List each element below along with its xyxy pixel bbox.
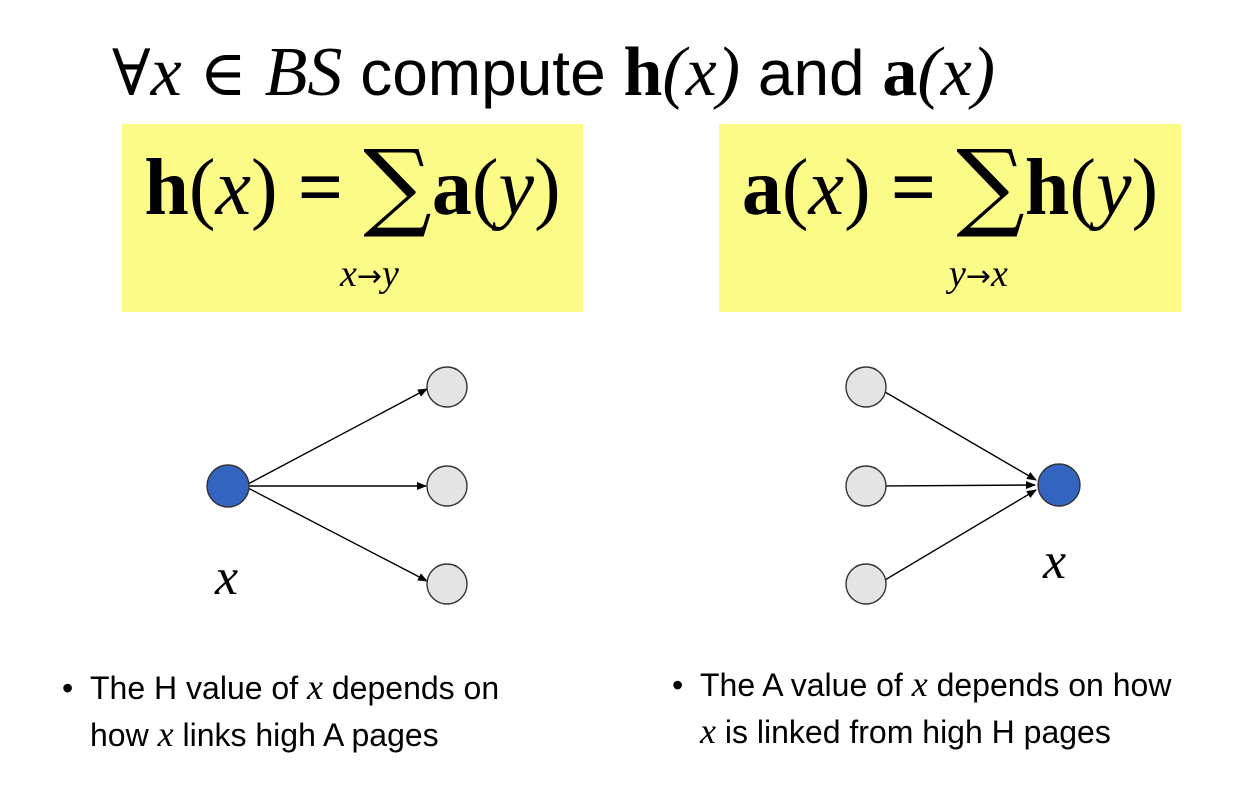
title-h: h (623, 34, 663, 111)
hub-sub-arrow: → (356, 259, 383, 294)
hub-bullet-x-1: x (307, 667, 323, 707)
authority-formula: a(x) = ∑h(y) (719, 130, 1181, 243)
title-compute: compute (342, 37, 624, 109)
auth-sum-subscript: y→x (949, 249, 1008, 302)
hub-bullet-x-2: x (157, 714, 174, 754)
title-a: a (882, 34, 918, 111)
auth-sigma: ∑ (956, 129, 1025, 241)
slide-title: ∀x ∈ BS compute h(x) and a(x) (112, 28, 1132, 119)
auth-lhs-close: ) (844, 144, 871, 232)
hub-diagram (206, 366, 468, 605)
hub-sub-from: x (340, 253, 357, 295)
hub-rhs-close: ) (533, 144, 561, 232)
hub-lhs-var: x (215, 144, 252, 232)
element-of-symbol: ∈ (199, 37, 247, 111)
authority-diagram (845, 366, 1081, 605)
hub-rhs-fn: a (431, 144, 472, 232)
auth-node-x (1037, 463, 1081, 507)
hub-rhs-var: y (498, 144, 534, 232)
hub-target-node-top (426, 366, 468, 408)
hub-bullet-text-4: links high A pages (173, 717, 439, 753)
auth-rhs-close: ) (1131, 144, 1159, 232)
auth-source-node-bottom (845, 563, 887, 605)
auth-sub-to: x (991, 253, 1008, 295)
auth-rhs-var: y (1095, 144, 1132, 232)
auth-bullet-x-2: x (700, 711, 716, 751)
hub-bullet-text-3: how (90, 717, 158, 753)
hub-target-node-middle (426, 465, 468, 507)
hub-formula: h(x) = ∑a(y) (122, 130, 583, 243)
hub-lhs-open: ( (188, 144, 216, 232)
hub-formula-box: h(x) = ∑a(y) x→y (122, 124, 583, 312)
hub-lhs-fn: h (144, 144, 189, 232)
title-and: and (740, 37, 883, 109)
auth-node-x-label: x (1043, 533, 1067, 590)
hub-rhs-open: ( (471, 144, 499, 232)
auth-lhs-open: ( (781, 144, 809, 232)
auth-edge-middle (885, 481, 1036, 490)
auth-bullet-x-1: x (911, 664, 928, 704)
auth-rhs-open: ( (1069, 144, 1096, 232)
forall-symbol: ∀ (112, 37, 151, 111)
hub-bullet-dot: • (62, 670, 74, 706)
auth-equals: = (870, 144, 957, 232)
hub-sub-to: y (382, 253, 399, 295)
auth-sub-arrow: → (965, 259, 992, 294)
hub-bullet-line-2: how x links high A pages (62, 711, 499, 758)
auth-bullet-line-2: x is linked from high H pages (672, 708, 1171, 755)
hub-edge-top (247, 388, 428, 485)
auth-rhs-fn: h (1024, 144, 1070, 232)
hub-bullet-text-1: The H value of (90, 670, 307, 706)
hub-equals: = (277, 144, 364, 232)
title-a-arg: (x) (917, 34, 996, 111)
auth-sub-from: y (949, 253, 966, 295)
hub-edge-bottom (247, 487, 428, 582)
auth-bullet-text-3: is linked from high H pages (715, 714, 1111, 750)
hub-node-x (206, 464, 250, 508)
hub-bullet-text-2: depends on (322, 670, 500, 706)
hub-lhs-close: ) (251, 144, 278, 232)
hub-target-node-bottom (426, 563, 468, 605)
auth-lhs-var: x (808, 144, 845, 232)
hub-sum-subscript: x→y (340, 249, 399, 302)
title-var-x: x (150, 34, 182, 111)
hub-node-x-label: x (215, 549, 239, 606)
auth-source-node-middle (845, 465, 887, 507)
auth-bullet-dot: • (672, 667, 684, 703)
title-h-arg: (x) (662, 34, 741, 111)
title-set-bs: BS (264, 34, 343, 111)
auth-bullet-text-1: The A value of (700, 667, 912, 703)
authority-formula-box: a(x) = ∑h(y) y→x (719, 124, 1181, 312)
hub-bullet: • The H value of x depends on how x links… (62, 664, 499, 758)
auth-source-node-top (845, 366, 887, 408)
auth-bullet-text-2: depends on how (927, 667, 1172, 703)
auth-edge-top (884, 391, 1037, 481)
authority-bullet: • The A value of x depends on how x is li… (672, 661, 1171, 755)
hub-sigma: ∑ (363, 129, 432, 241)
auth-edge-bottom (884, 489, 1037, 581)
auth-lhs-fn: a (741, 144, 782, 232)
